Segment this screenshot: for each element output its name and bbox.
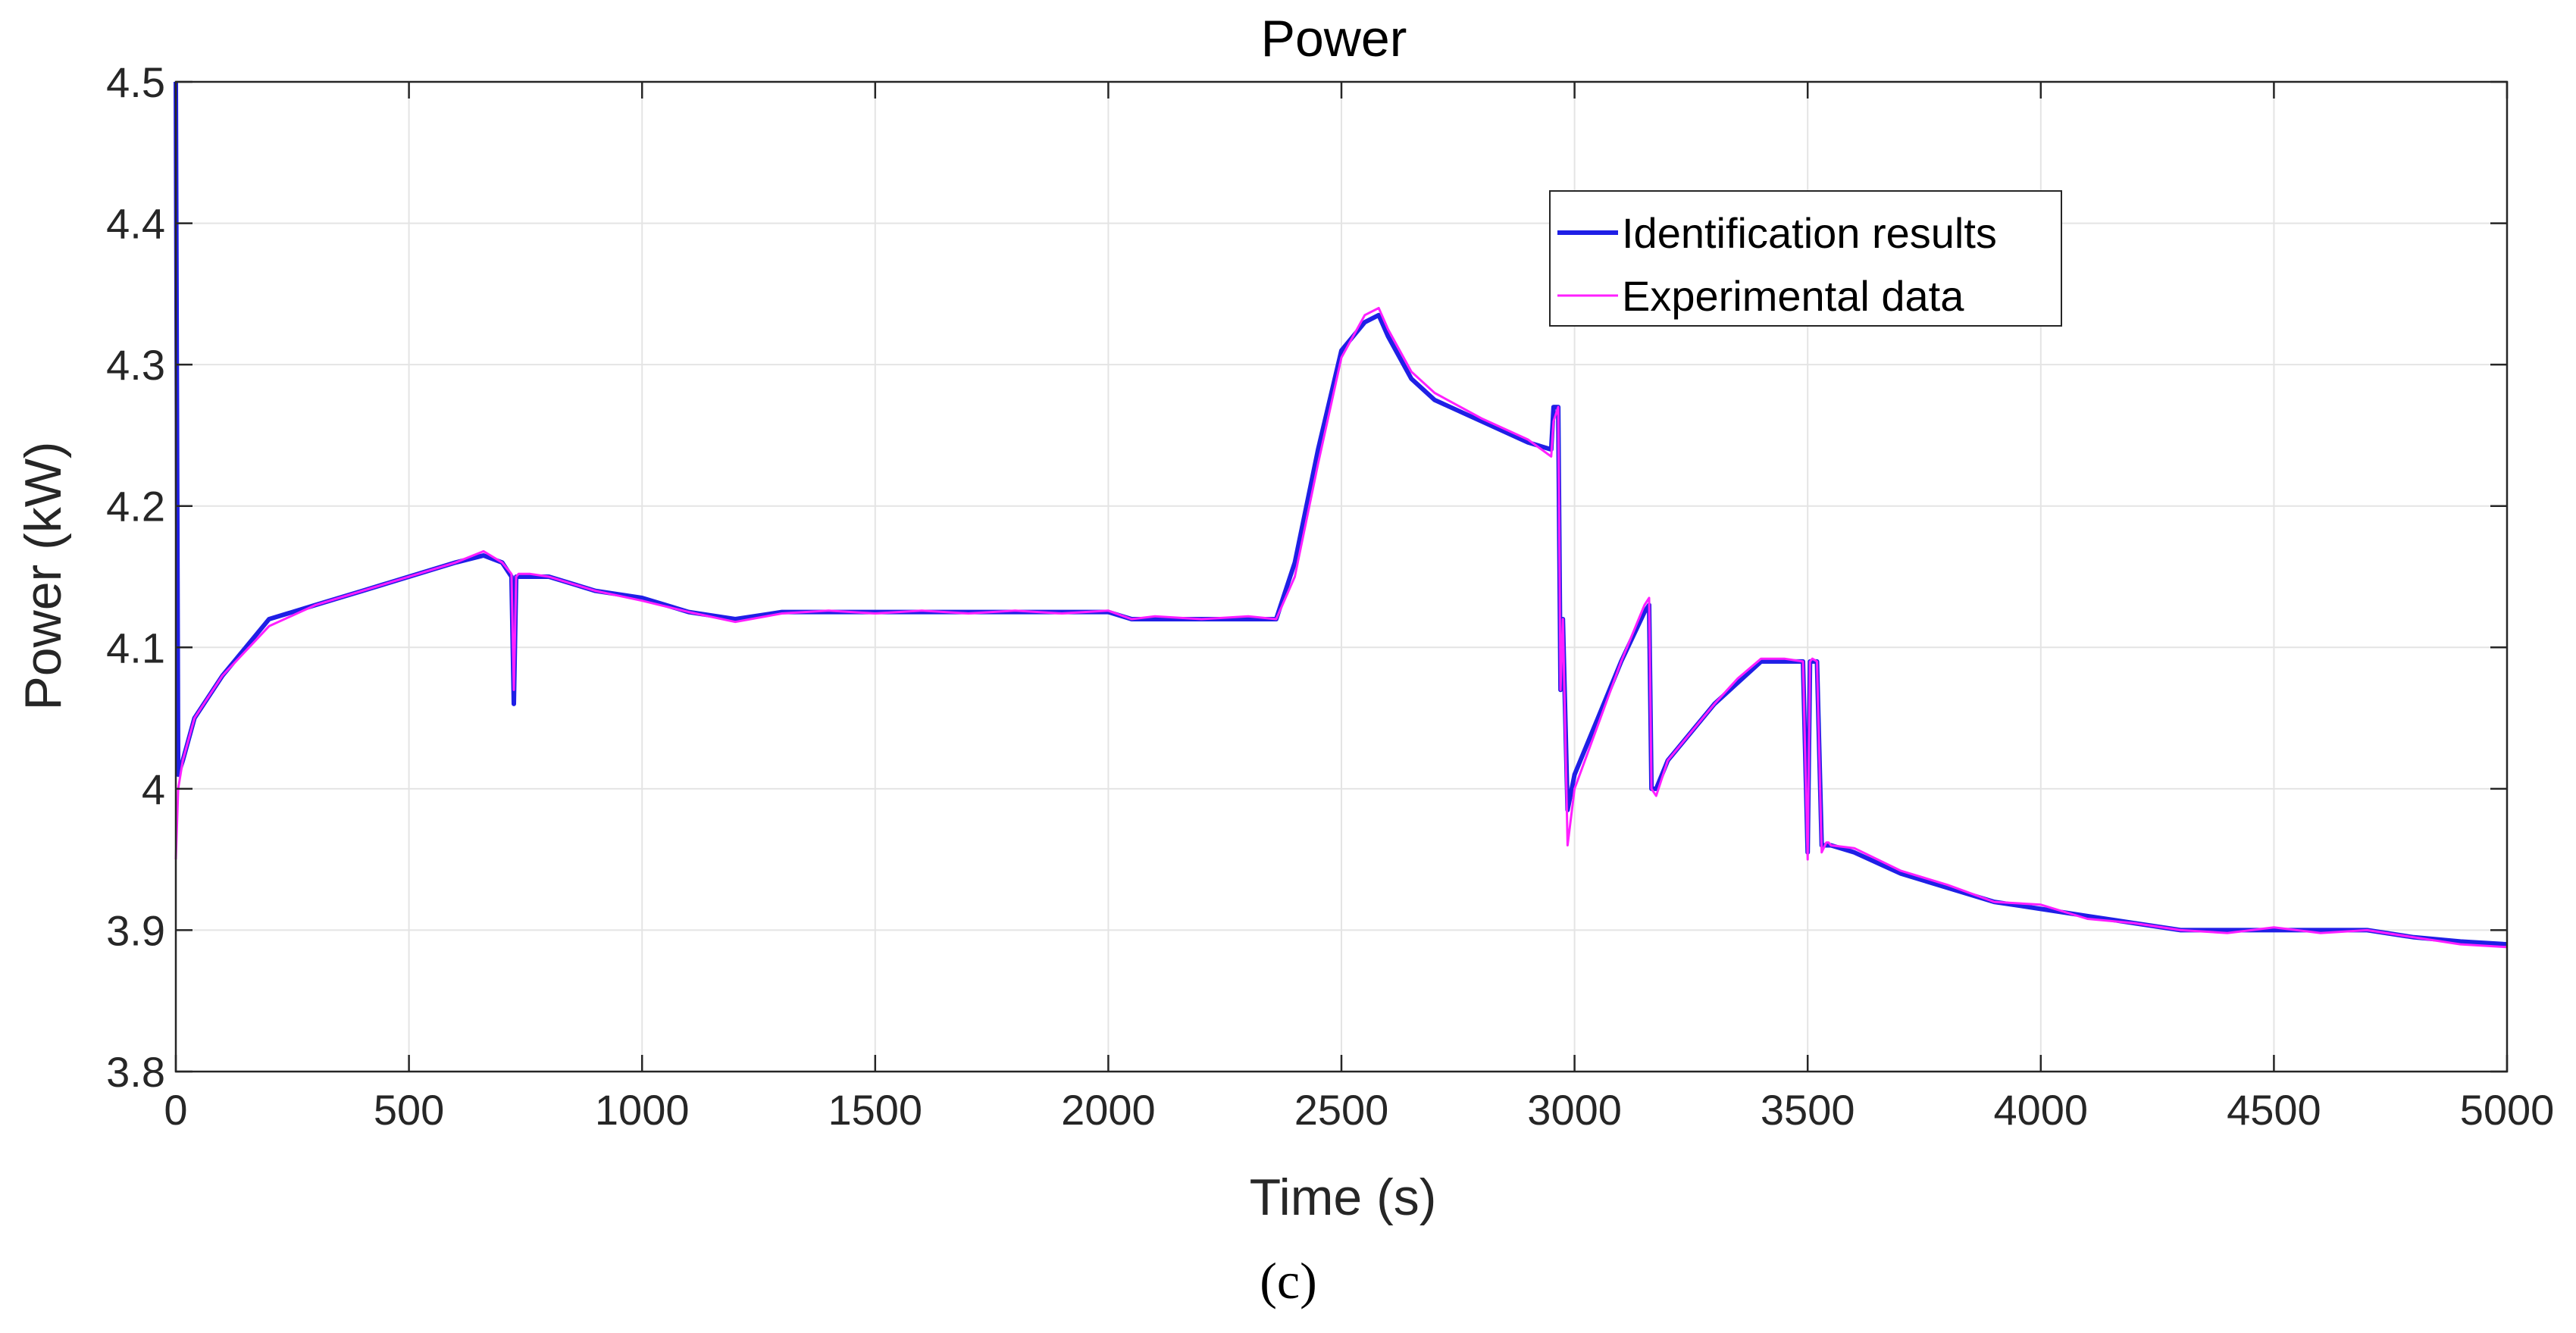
legend-label-identification: Identification results (1622, 209, 1997, 257)
legend: Identification results Experimental data (1549, 190, 2062, 327)
y-tick-label: 4 (142, 765, 165, 813)
legend-box (1549, 190, 2062, 327)
chart-title: Power (1261, 10, 1407, 67)
y-axis-label: Power (kW) (14, 441, 72, 710)
x-tick-label: 4000 (1994, 1086, 2089, 1134)
x-axis-label: Time (s) (1250, 1169, 1437, 1226)
y-axis-ticks: 3.8 3.9 4 4.1 4.2 4.3 4.4 4.5 (106, 58, 2507, 1096)
y-tick-label: 4.3 (106, 341, 165, 389)
figure-caption: (c) (1260, 1252, 1316, 1310)
x-tick-label: 5000 (2460, 1086, 2555, 1134)
y-tick-label: 3.9 (106, 906, 165, 954)
legend-label-experimental: Experimental data (1622, 272, 1964, 320)
x-tick-label: 0 (164, 1086, 187, 1134)
x-tick-label: 4500 (2227, 1086, 2321, 1134)
y-tick-label: 3.8 (106, 1048, 165, 1096)
data-series (174, 81, 2508, 949)
x-tick-label: 1000 (595, 1086, 690, 1134)
x-tick-label: 3000 (1527, 1086, 1622, 1134)
x-tick-label: 1500 (828, 1086, 923, 1134)
x-tick-label: 3500 (1761, 1086, 1855, 1134)
series-line-experimental (174, 307, 2508, 949)
y-tick-label: 4.2 (106, 483, 165, 530)
y-tick-label: 4.5 (106, 58, 165, 106)
x-tick-label: 500 (374, 1086, 444, 1134)
x-tick-label: 2500 (1294, 1086, 1389, 1134)
x-tick-label: 2000 (1061, 1086, 1156, 1134)
x-axis-ticks: 0 500 1000 1500 2000 2500 3000 3500 4000 4500 5000 (164, 82, 2554, 1134)
y-tick-label: 4.4 (106, 200, 165, 248)
y-tick-label: 4.1 (106, 624, 165, 671)
